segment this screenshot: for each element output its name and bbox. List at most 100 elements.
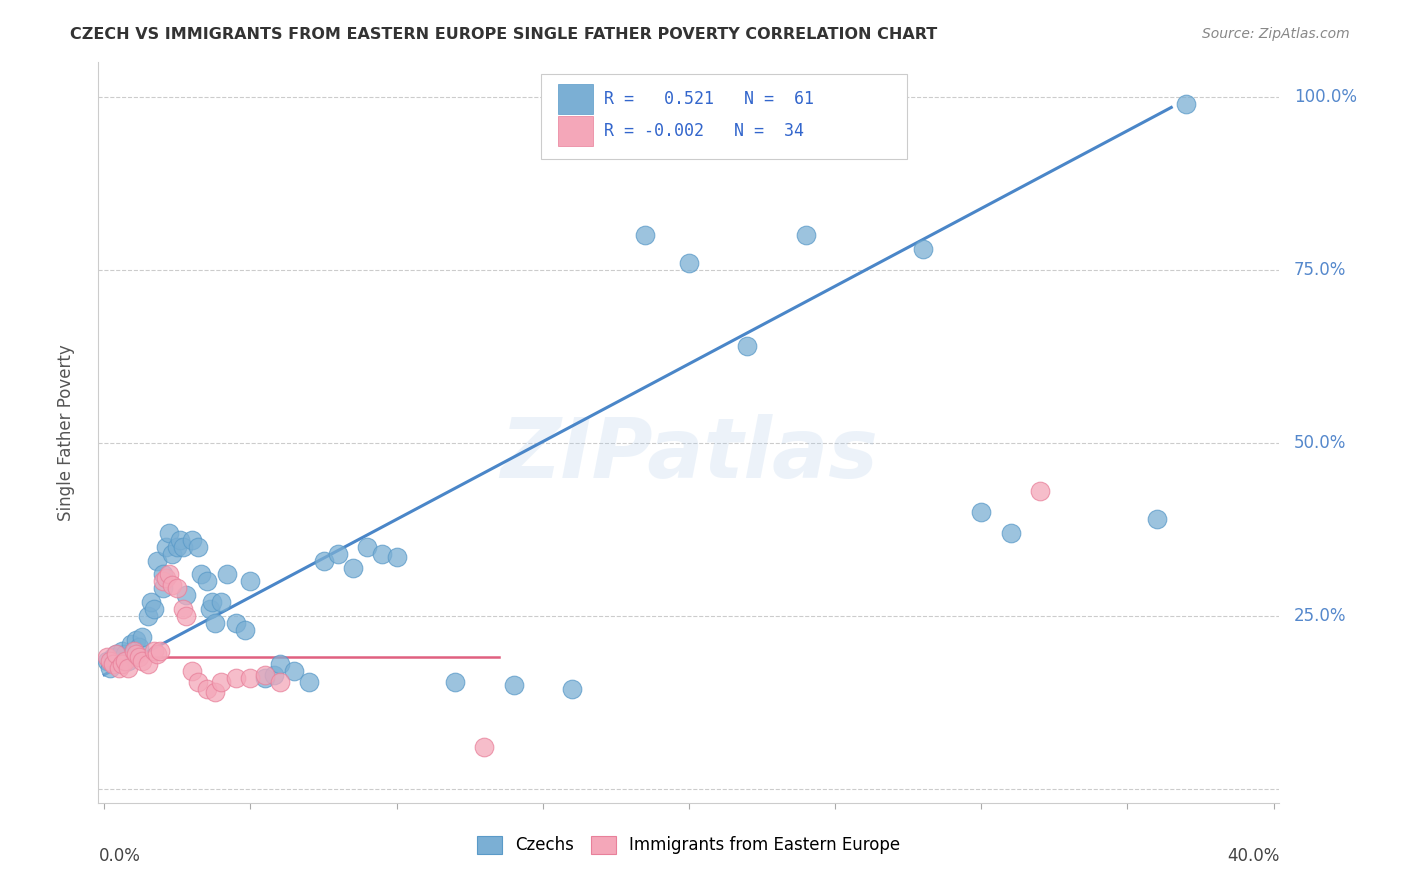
Point	[737, 339, 759, 353]
Point	[561, 681, 583, 696]
Point	[155, 540, 177, 554]
Point	[108, 654, 131, 668]
Point	[174, 588, 197, 602]
Text: 25.0%: 25.0%	[1294, 607, 1346, 625]
Point	[371, 547, 394, 561]
Point	[157, 567, 180, 582]
Point	[160, 547, 183, 561]
Point	[160, 578, 183, 592]
Point	[98, 654, 121, 668]
Point	[131, 654, 153, 668]
Point	[149, 643, 172, 657]
FancyBboxPatch shape	[558, 84, 593, 113]
Point	[209, 674, 232, 689]
Point	[166, 540, 188, 554]
Point	[209, 595, 232, 609]
Point	[155, 571, 177, 585]
Legend: Czechs, Immigrants from Eastern Europe: Czechs, Immigrants from Eastern Europe	[471, 829, 907, 861]
Point	[174, 609, 197, 624]
Point	[283, 665, 305, 679]
Point	[239, 671, 262, 685]
FancyBboxPatch shape	[541, 73, 907, 159]
Point	[125, 633, 148, 648]
Point	[172, 540, 194, 554]
Point	[136, 609, 159, 624]
Point	[139, 595, 162, 609]
Point	[187, 540, 209, 554]
Point	[204, 685, 226, 699]
Point	[269, 657, 291, 672]
Point	[356, 540, 378, 554]
Point	[254, 671, 277, 685]
Point	[204, 615, 226, 630]
Point	[911, 242, 934, 256]
Point	[1029, 484, 1052, 499]
Point	[143, 643, 166, 657]
Point	[198, 602, 221, 616]
Point	[114, 654, 136, 668]
Point	[342, 560, 364, 574]
Point	[122, 643, 145, 657]
Point	[472, 740, 495, 755]
Point	[128, 650, 150, 665]
Point	[312, 554, 335, 568]
Point	[678, 256, 700, 270]
Point	[136, 657, 159, 672]
Point	[233, 623, 256, 637]
Text: 0.0%: 0.0%	[98, 847, 141, 865]
Text: 75.0%: 75.0%	[1294, 261, 1346, 279]
Text: 40.0%: 40.0%	[1227, 847, 1279, 865]
Point	[104, 647, 127, 661]
Point	[101, 650, 124, 665]
Point	[239, 574, 262, 589]
Text: R =   0.521   N =  61: R = 0.521 N = 61	[605, 90, 814, 108]
Text: ZIPatlas: ZIPatlas	[501, 414, 877, 495]
Point	[143, 602, 166, 616]
Point	[225, 615, 247, 630]
Point	[201, 595, 224, 609]
Point	[111, 643, 134, 657]
Point	[96, 654, 118, 668]
Text: 50.0%: 50.0%	[1294, 434, 1346, 452]
Text: Source: ZipAtlas.com: Source: ZipAtlas.com	[1202, 27, 1350, 41]
Point	[195, 574, 218, 589]
Point	[385, 550, 408, 565]
Text: CZECH VS IMMIGRANTS FROM EASTERN EUROPE SINGLE FATHER POVERTY CORRELATION CHART: CZECH VS IMMIGRANTS FROM EASTERN EUROPE …	[70, 27, 938, 42]
Point	[190, 567, 212, 582]
Point	[181, 665, 204, 679]
Point	[117, 661, 139, 675]
Point	[502, 678, 524, 692]
Point	[122, 643, 145, 657]
Point	[1174, 97, 1197, 112]
Point	[215, 567, 238, 582]
Point	[634, 228, 657, 243]
Point	[169, 533, 191, 547]
Point	[970, 505, 993, 519]
Point	[131, 630, 153, 644]
Point	[98, 661, 121, 675]
Y-axis label: Single Father Poverty: Single Father Poverty	[56, 344, 75, 521]
Text: 100.0%: 100.0%	[1294, 88, 1357, 106]
Point	[146, 647, 169, 661]
Point	[96, 650, 118, 665]
Point	[263, 667, 285, 681]
Point	[444, 674, 467, 689]
Point	[125, 647, 148, 661]
Point	[181, 533, 204, 547]
Point	[225, 671, 247, 685]
Point	[326, 547, 349, 561]
Point	[254, 667, 277, 681]
Point	[114, 647, 136, 661]
Point	[187, 674, 209, 689]
Point	[101, 657, 124, 672]
Point	[172, 602, 194, 616]
Point	[152, 582, 174, 596]
Point	[117, 654, 139, 668]
Point	[195, 681, 218, 696]
Point	[157, 525, 180, 540]
Point	[152, 567, 174, 582]
Point	[111, 657, 134, 672]
Text: R = -0.002   N =  34: R = -0.002 N = 34	[605, 122, 804, 140]
Point	[166, 582, 188, 596]
Point	[298, 674, 321, 689]
